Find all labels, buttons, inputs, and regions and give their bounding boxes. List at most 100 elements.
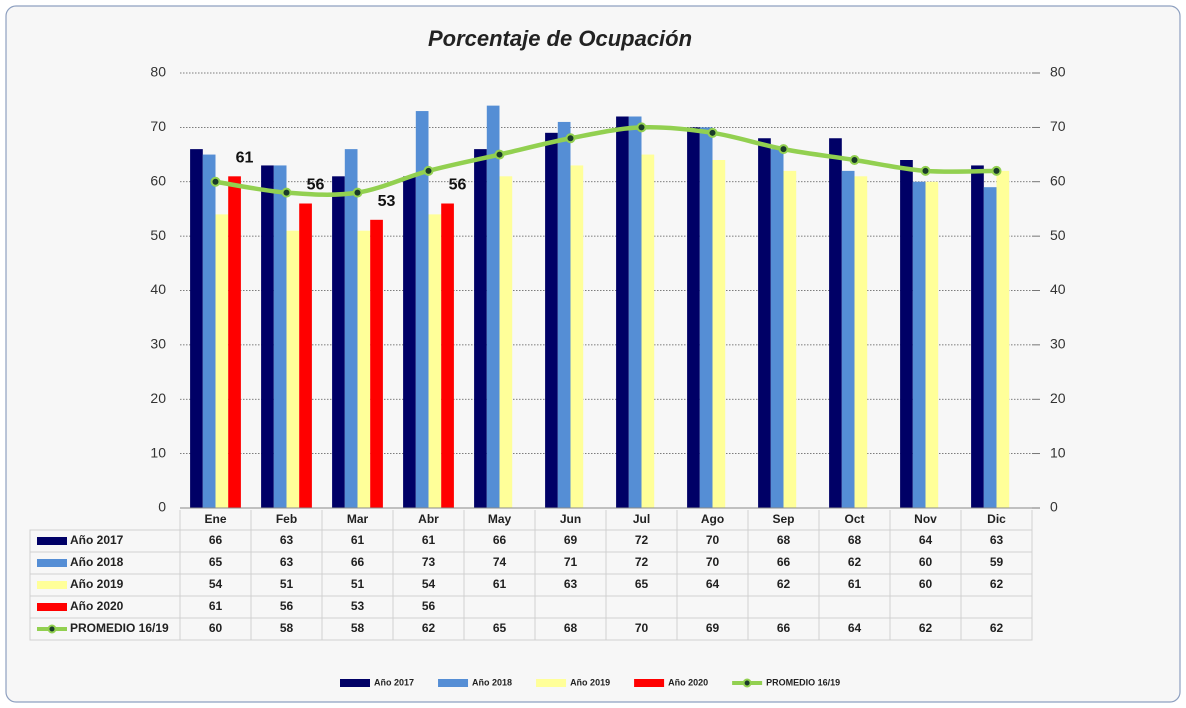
x-tick-label: May: [488, 512, 512, 526]
table-legend-key: [37, 537, 67, 545]
table-cell: 72: [635, 533, 649, 547]
bar: [202, 154, 216, 508]
bar: [441, 203, 454, 508]
y-tick-label: 0: [158, 499, 166, 515]
y2-tick-label: 40: [1050, 281, 1066, 297]
line-marker: [849, 155, 860, 165]
table-cell: 56: [422, 599, 436, 613]
bar: [641, 154, 655, 508]
bar: [783, 170, 797, 508]
table-legend-key: [37, 559, 67, 567]
table-row-label: PROMEDIO 16/19: [70, 621, 169, 635]
table-cell: 62: [777, 577, 791, 591]
table-cell: 53: [351, 599, 365, 613]
y-tick-label: 60: [150, 172, 166, 188]
legend-label: Año 2019: [570, 677, 610, 687]
data-label: 56: [307, 177, 325, 194]
table-cell: 63: [280, 533, 294, 547]
table-legend-key: [37, 581, 67, 589]
line-marker: [423, 165, 434, 176]
table-cell: 58: [280, 621, 294, 635]
x-tick-label: Jul: [633, 512, 650, 526]
table-cell: 69: [706, 621, 720, 635]
y-tick-label: 80: [150, 64, 166, 80]
line-marker: [494, 149, 505, 160]
legend-key: [742, 678, 752, 688]
bar: [499, 176, 513, 508]
y-tick-label: 40: [150, 281, 166, 297]
line-marker: [707, 127, 718, 138]
line-marker: [636, 122, 647, 133]
bar: [628, 116, 642, 508]
line-marker: [920, 165, 931, 176]
bar: [474, 149, 487, 508]
legend-label: Año 2020: [668, 677, 708, 687]
bar: [545, 132, 558, 508]
table-cell: 61: [848, 577, 862, 591]
bar: [299, 203, 312, 508]
table-cell: 69: [564, 533, 578, 547]
line-marker: [210, 176, 221, 187]
table-cell: 63: [990, 533, 1004, 547]
table-cell: 66: [493, 533, 507, 547]
bar: [286, 230, 300, 508]
x-tick-label: Jun: [560, 512, 581, 526]
table-cell: 60: [209, 621, 223, 635]
bar: [854, 176, 868, 508]
line-marker: [352, 187, 363, 198]
table-cell: 62: [422, 621, 436, 635]
bar: [344, 149, 358, 508]
data-label: 61: [236, 150, 254, 167]
line-marker: [991, 165, 1002, 176]
bar: [190, 149, 203, 508]
bar: [699, 127, 713, 508]
table-cell: 68: [777, 533, 791, 547]
bar: [228, 176, 241, 508]
bar: [557, 121, 571, 508]
table-cell: 71: [564, 555, 578, 569]
table-cell: 59: [990, 555, 1004, 569]
y2-tick-label: 20: [1050, 390, 1066, 406]
table-row-label: Año 2017: [70, 533, 124, 547]
y2-tick-label: 30: [1050, 336, 1066, 352]
bar: [900, 160, 913, 508]
bar: [687, 127, 700, 508]
x-tick-label: Sep: [772, 512, 794, 526]
table-cell: 58: [351, 621, 365, 635]
data-label: 56: [449, 177, 467, 194]
table-cell: 65: [635, 577, 649, 591]
table-row-label: Año 2018: [70, 555, 124, 569]
table-cell: 64: [848, 621, 862, 635]
legend-label: PROMEDIO 16/19: [766, 677, 840, 687]
bar: [357, 230, 371, 508]
bar: [996, 170, 1010, 508]
data-label: 53: [378, 193, 396, 210]
table-cell: 70: [706, 533, 720, 547]
bar: [616, 116, 629, 508]
table-cell: 65: [493, 621, 507, 635]
y-tick-label: 50: [150, 227, 166, 243]
bar: [261, 165, 274, 508]
x-tick-label: Nov: [914, 512, 937, 526]
table-cell: 64: [919, 533, 933, 547]
table-cell: 63: [280, 555, 294, 569]
legend-label: Año 2017: [374, 677, 414, 687]
table-cell: 66: [777, 621, 791, 635]
y-tick-label: 10: [150, 444, 166, 460]
bar: [829, 138, 842, 508]
chart-title: Porcentaje de Ocupación: [428, 26, 692, 51]
table-cell: 54: [209, 577, 223, 591]
y-tick-label: 30: [150, 336, 166, 352]
bar: [912, 181, 926, 508]
bar: [486, 105, 500, 508]
legend-key: [634, 679, 665, 687]
legend-key: [340, 679, 370, 687]
legend-label: Año 2018: [472, 677, 512, 687]
table-cell: 70: [635, 621, 649, 635]
y2-tick-label: 0: [1050, 499, 1058, 515]
bar: [415, 111, 429, 508]
table-cell: 72: [635, 555, 649, 569]
bar: [841, 170, 855, 508]
bar: [925, 181, 939, 508]
x-tick-label: Feb: [276, 512, 297, 526]
